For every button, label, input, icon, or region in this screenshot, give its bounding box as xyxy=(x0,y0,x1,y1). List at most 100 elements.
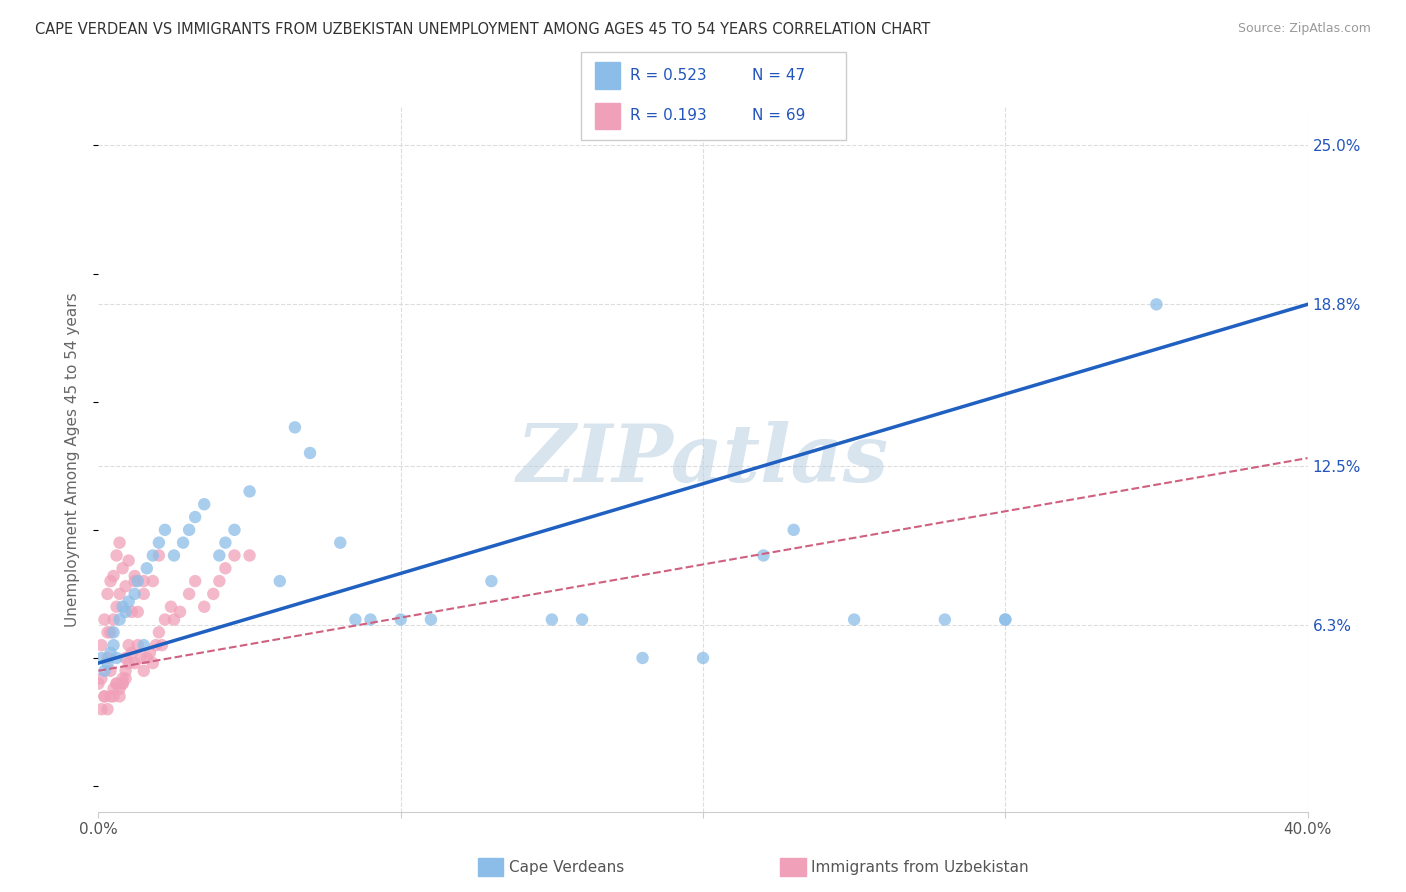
Point xyxy=(105,676,128,690)
Point xyxy=(994,613,1017,627)
Point xyxy=(124,569,146,583)
Point xyxy=(124,656,146,670)
Point xyxy=(420,613,443,627)
Point xyxy=(148,625,170,640)
Point xyxy=(132,664,155,678)
Point xyxy=(96,651,118,665)
Point xyxy=(153,523,176,537)
Point xyxy=(108,587,131,601)
Point xyxy=(142,656,165,670)
Point xyxy=(108,681,131,696)
Point xyxy=(108,535,131,549)
Point xyxy=(132,638,155,652)
Point xyxy=(127,638,149,652)
Point xyxy=(481,574,503,588)
Point xyxy=(100,625,122,640)
Point xyxy=(100,690,122,704)
Point xyxy=(100,646,122,660)
Point xyxy=(93,664,115,678)
Text: N = 47: N = 47 xyxy=(752,69,806,83)
Point xyxy=(202,587,225,601)
Point xyxy=(135,651,157,665)
Point xyxy=(934,613,956,627)
Point xyxy=(1144,297,1167,311)
Point xyxy=(96,625,118,640)
Point xyxy=(103,681,125,696)
Point xyxy=(540,613,562,627)
Point xyxy=(90,702,112,716)
Point xyxy=(844,613,866,627)
Point xyxy=(127,574,149,588)
Point xyxy=(93,690,115,704)
Point xyxy=(132,587,155,601)
Point xyxy=(752,549,775,563)
Point xyxy=(124,574,146,588)
Point xyxy=(129,651,152,665)
Text: R = 0.523: R = 0.523 xyxy=(630,69,706,83)
Point xyxy=(108,613,131,627)
Point xyxy=(389,613,412,627)
Point xyxy=(103,638,125,652)
Point xyxy=(114,664,136,678)
Point xyxy=(87,676,110,690)
Point xyxy=(103,690,125,704)
Point xyxy=(127,605,149,619)
Point xyxy=(783,523,806,537)
Point xyxy=(118,594,141,608)
Point xyxy=(105,676,128,690)
Point xyxy=(631,651,654,665)
Point xyxy=(118,638,141,652)
Point xyxy=(90,651,112,665)
Point xyxy=(135,561,157,575)
Point xyxy=(96,702,118,716)
Point xyxy=(103,569,125,583)
Text: ZIPatlas: ZIPatlas xyxy=(517,421,889,498)
Text: Cape Verdeans: Cape Verdeans xyxy=(509,860,624,874)
Point xyxy=(121,646,143,660)
Point xyxy=(132,574,155,588)
Point xyxy=(179,523,201,537)
Text: Source: ZipAtlas.com: Source: ZipAtlas.com xyxy=(1237,22,1371,36)
Text: CAPE VERDEAN VS IMMIGRANTS FROM UZBEKISTAN UNEMPLOYMENT AMONG AGES 45 TO 54 YEAR: CAPE VERDEAN VS IMMIGRANTS FROM UZBEKIST… xyxy=(35,22,931,37)
Point xyxy=(239,484,262,499)
Point xyxy=(148,535,170,549)
Point xyxy=(172,535,194,549)
Point xyxy=(160,599,183,614)
Point xyxy=(153,613,176,627)
Point xyxy=(111,561,134,575)
Point xyxy=(692,651,714,665)
Point xyxy=(184,510,207,524)
Point xyxy=(114,605,136,619)
Point xyxy=(105,599,128,614)
Point xyxy=(96,656,118,670)
Point xyxy=(142,574,165,588)
Point xyxy=(169,605,191,619)
Point xyxy=(118,656,141,670)
Point xyxy=(163,613,186,627)
Point xyxy=(111,676,134,690)
Point xyxy=(163,549,186,563)
Point xyxy=(994,613,1017,627)
Point xyxy=(193,497,215,511)
Point xyxy=(114,651,136,665)
Point xyxy=(111,599,134,614)
Point xyxy=(108,690,131,704)
Point xyxy=(145,638,167,652)
Point xyxy=(214,535,236,549)
Point xyxy=(224,523,246,537)
Point xyxy=(150,638,173,652)
Point xyxy=(105,549,128,563)
Point xyxy=(111,676,134,690)
Point xyxy=(269,574,291,588)
Point xyxy=(96,587,118,601)
Text: Immigrants from Uzbekistan: Immigrants from Uzbekistan xyxy=(811,860,1029,874)
Point xyxy=(142,549,165,563)
Point xyxy=(184,574,207,588)
Point xyxy=(214,561,236,575)
Point xyxy=(103,625,125,640)
Point xyxy=(121,605,143,619)
Point xyxy=(93,613,115,627)
Text: N = 69: N = 69 xyxy=(752,109,806,123)
Y-axis label: Unemployment Among Ages 45 to 54 years: Unemployment Among Ages 45 to 54 years xyxy=(65,292,80,627)
Point xyxy=(100,574,122,588)
